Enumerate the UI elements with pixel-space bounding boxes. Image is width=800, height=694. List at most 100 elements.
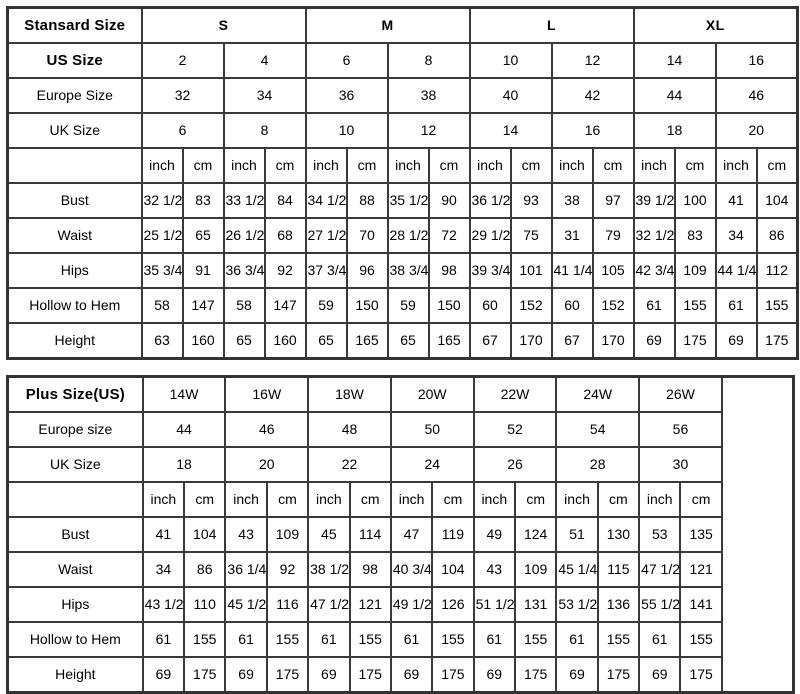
measure-cell: 61 <box>307 621 351 658</box>
unit-header: inch <box>555 481 599 518</box>
measure-cell: 34 <box>714 217 758 254</box>
measure-cell: 160 <box>181 322 225 360</box>
measure-cell: 61 <box>555 621 599 658</box>
row-label-plus-bust: Bust <box>6 516 144 553</box>
measure-cell: 109 <box>513 551 558 588</box>
unit-header: cm <box>513 481 558 518</box>
measure-cell: 69 <box>307 656 351 694</box>
measure-cell: 175 <box>183 656 227 694</box>
measure-cell: 175 <box>755 322 799 360</box>
plus-europe-cell: 52 <box>472 411 558 448</box>
measure-cell: 65 <box>304 322 348 360</box>
measure-cell: 61 <box>638 621 682 658</box>
measure-cell: 32 1/2 <box>632 217 676 254</box>
uk-size-cell: 12 <box>386 112 471 149</box>
measure-cell: 130 <box>596 516 641 553</box>
measure-cell: 65 <box>386 322 430 360</box>
measure-cell: 36 3/4 <box>222 252 266 289</box>
measure-cell: 41 1/4 <box>550 252 594 289</box>
measure-cell: 49 1/2 <box>389 586 434 623</box>
plus-uk-cell: 30 <box>638 446 723 483</box>
plus-size-table-wrapper: Plus Size(US) 14W 16W 18W 20W 22W 24W 26… <box>6 375 795 694</box>
standard-size-table-wrapper: Stansard Size S M L XL US Size 2 4 6 8 1… <box>6 6 800 360</box>
table-row-plus-hollow-to-hem: Hollow to Hem 61 155 61 155 61 155 61 15… <box>6 621 794 658</box>
measure-cell: 67 <box>468 322 512 360</box>
plus-size-cell: 14W <box>141 375 227 413</box>
unit-header: cm <box>679 481 723 518</box>
measure-cell: 36 1/4 <box>224 551 268 588</box>
measure-cell: 31 <box>550 217 594 254</box>
measure-cell: 37 3/4 <box>304 252 348 289</box>
europe-size-cell: 32 <box>140 77 225 114</box>
measure-cell: 25 1/2 <box>140 217 184 254</box>
measure-cell: 160 <box>263 322 307 360</box>
measure-cell: 150 <box>427 287 471 324</box>
measure-cell: 114 <box>348 516 392 553</box>
measure-cell: 175 <box>596 656 641 694</box>
europe-size-cell: 44 <box>632 77 717 114</box>
measure-cell: 69 <box>141 656 186 694</box>
measure-cell: 131 <box>513 586 558 623</box>
unit-header: inch <box>714 147 758 184</box>
size-group-xl: XL <box>632 6 799 44</box>
measure-cell: 47 1/2 <box>638 551 682 588</box>
unit-header: cm <box>596 481 641 518</box>
unit-header: cm <box>181 147 225 184</box>
measure-cell: 175 <box>679 656 723 694</box>
measure-cell: 69 <box>714 322 758 360</box>
measure-cell: 116 <box>265 586 310 623</box>
measure-cell: 43 <box>224 516 268 553</box>
plus-uk-cell: 24 <box>389 446 475 483</box>
measure-cell: 28 1/2 <box>386 217 430 254</box>
measure-cell: 43 1/2 <box>141 586 186 623</box>
unit-header: inch <box>141 481 186 518</box>
plus-size-cell: 16W <box>224 375 310 413</box>
measure-cell: 68 <box>263 217 307 254</box>
measure-cell: 47 <box>389 516 434 553</box>
measure-cell: 93 <box>509 182 553 219</box>
measure-cell: 53 <box>638 516 682 553</box>
europe-size-cell: 34 <box>222 77 307 114</box>
measure-cell: 40 3/4 <box>389 551 434 588</box>
size-chart-page: Stansard Size S M L XL US Size 2 4 6 8 1… <box>6 6 800 694</box>
measure-cell: 92 <box>263 252 307 289</box>
measure-cell: 152 <box>509 287 553 324</box>
measure-cell: 91 <box>181 252 225 289</box>
measure-cell: 155 <box>755 287 799 324</box>
measure-cell: 34 1/2 <box>304 182 348 219</box>
measure-cell: 147 <box>263 287 307 324</box>
measure-cell: 61 <box>714 287 758 324</box>
table-row-standard-size: Stansard Size S M L XL <box>6 6 799 44</box>
plus-uk-cell: 20 <box>224 446 310 483</box>
measure-cell: 26 1/2 <box>222 217 266 254</box>
measure-cell: 105 <box>591 252 635 289</box>
measure-cell: 39 3/4 <box>468 252 512 289</box>
measure-cell: 97 <box>591 182 635 219</box>
unit-header: inch <box>638 481 682 518</box>
uk-size-cell: 8 <box>222 112 307 149</box>
unit-header: inch <box>472 481 516 518</box>
measure-cell: 55 1/2 <box>638 586 682 623</box>
table-row-plus-hips: Hips 43 1/2 110 45 1/2 116 47 1/2 121 49… <box>6 586 794 623</box>
measure-cell: 34 <box>141 551 186 588</box>
measure-cell: 63 <box>140 322 184 360</box>
measure-cell: 45 1/4 <box>555 551 599 588</box>
measure-cell: 110 <box>183 586 227 623</box>
measure-cell: 65 <box>222 322 266 360</box>
table-gap-divider <box>6 360 795 375</box>
uk-size-cell: 14 <box>468 112 553 149</box>
unit-header: cm <box>263 147 307 184</box>
unit-header: cm <box>509 147 553 184</box>
row-label-plus-uk-size: UK Size <box>6 446 144 483</box>
unit-header: inch <box>632 147 676 184</box>
measure-cell: 49 <box>472 516 516 553</box>
row-label-uk-size: UK Size <box>6 112 143 149</box>
europe-size-cell: 42 <box>550 77 635 114</box>
measure-cell: 115 <box>596 551 641 588</box>
europe-size-cell: 36 <box>304 77 389 114</box>
unit-header: inch <box>468 147 512 184</box>
table-row-uk-size: UK Size 6 8 10 12 14 16 18 20 <box>6 112 799 149</box>
size-group-l: L <box>468 6 635 44</box>
measure-cell: 75 <box>509 217 553 254</box>
measure-cell: 155 <box>183 621 227 658</box>
